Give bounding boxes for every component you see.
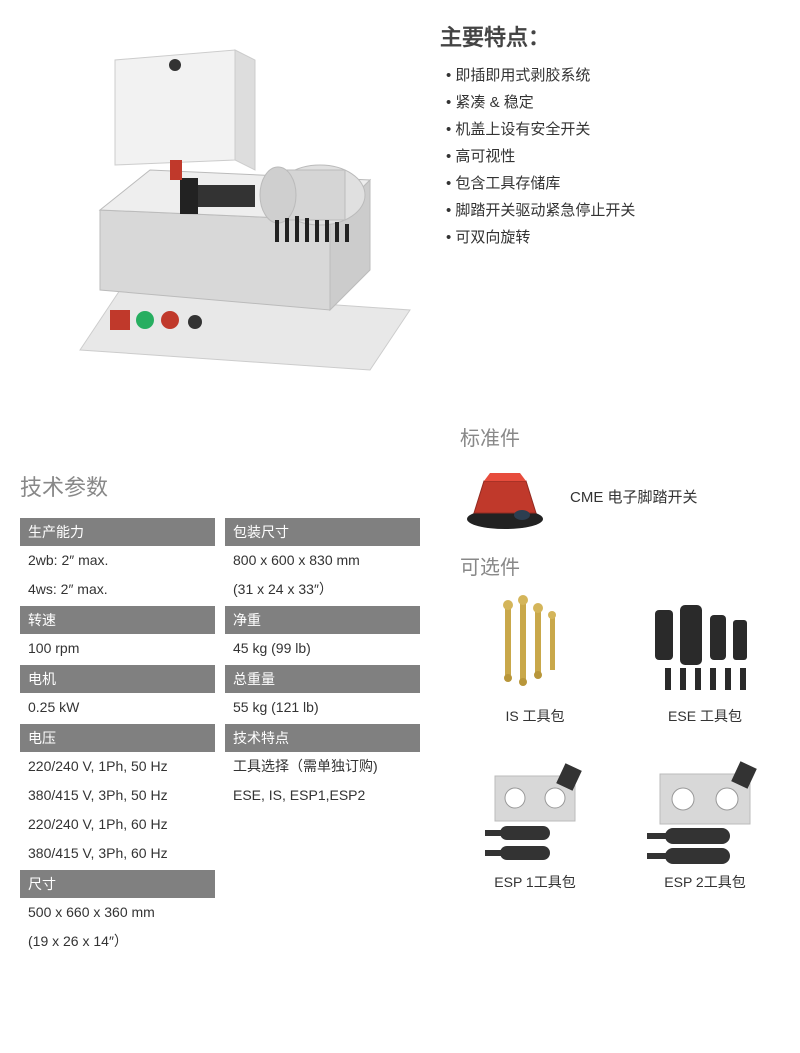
foot-pedal-icon xyxy=(460,461,550,531)
spec-header: 技术特点 xyxy=(225,724,420,752)
spec-col-left: 生产能力 2wb: 2″ max. 4ws: 2″ max. 转速 100 rp… xyxy=(20,516,215,956)
ese-toolkit-icon xyxy=(635,590,775,700)
spec-value: 工具选择（需单独订购) xyxy=(225,752,420,781)
spec-header: 转速 xyxy=(20,606,215,634)
spec-value: 0.25 kW xyxy=(20,693,215,722)
feature-item: 机盖上设有安全开关 xyxy=(440,116,780,143)
standard-title: 标准件 xyxy=(460,422,780,451)
feature-item: 脚踏开关驱动紧急停止开关 xyxy=(440,197,780,224)
spec-value: 380/415 V, 3Ph, 50 Hz xyxy=(20,781,215,810)
feature-item: 包含工具存储库 xyxy=(440,170,780,197)
option-label: IS 工具包 xyxy=(460,706,610,726)
feature-item: 即插即用式剥胶系统 xyxy=(440,62,780,89)
spec-value: 380/415 V, 3Ph, 60 Hz xyxy=(20,839,215,868)
spec-value: 800 x 600 x 830 mm xyxy=(225,546,420,575)
option-label: ESP 2工具包 xyxy=(630,872,780,892)
spec-value: 100 rpm xyxy=(20,634,215,663)
product-image xyxy=(20,20,420,400)
spec-value: (31 x 24 x 33″） xyxy=(225,575,420,604)
spec-value: 55 kg (121 lb) xyxy=(225,693,420,722)
spec-value: 4ws: 2″ max. xyxy=(20,575,215,604)
options-title: 可选件 xyxy=(460,551,780,580)
feature-item: 紧凑 & 稳定 xyxy=(440,89,780,116)
spec-header: 包装尺寸 xyxy=(225,518,420,546)
spec-header: 电机 xyxy=(20,665,215,693)
spec-value: (19 x 26 x 14″） xyxy=(20,927,215,956)
is-toolkit-icon xyxy=(465,590,605,700)
spec-header: 尺寸 xyxy=(20,870,215,898)
spec-value: 2wb: 2″ max. xyxy=(20,546,215,575)
spec-header: 生产能力 xyxy=(20,518,215,546)
spec-value: 220/240 V, 1Ph, 60 Hz xyxy=(20,810,215,839)
spec-value: 220/240 V, 1Ph, 50 Hz xyxy=(20,752,215,781)
spec-value: 45 kg (99 lb) xyxy=(225,634,420,663)
spec-col-right: 包装尺寸 800 x 600 x 830 mm (31 x 24 x 33″） … xyxy=(225,516,420,956)
option-label: ESP 1工具包 xyxy=(460,872,610,892)
spec-header: 总重量 xyxy=(225,665,420,693)
feature-item: 高可视性 xyxy=(440,143,780,170)
esp1-toolkit-icon xyxy=(465,756,605,866)
spec-header: 电压 xyxy=(20,724,215,752)
features-title: 主要特点： xyxy=(440,20,780,52)
standard-item-label: CME 电子脚踏开关 xyxy=(570,486,698,507)
spec-value: 500 x 660 x 360 mm xyxy=(20,898,215,927)
option-label: ESE 工具包 xyxy=(630,706,780,726)
spec-value: ESE, IS, ESP1,ESP2 xyxy=(225,781,420,810)
feature-item: 可双向旋转 xyxy=(440,224,780,251)
esp2-toolkit-icon xyxy=(635,756,775,866)
features-list: 即插即用式剥胶系统 紧凑 & 稳定 机盖上设有安全开关 高可视性 包含工具存储库… xyxy=(440,62,780,251)
spec-header: 净重 xyxy=(225,606,420,634)
specs-title: 技术参数 xyxy=(20,470,420,502)
